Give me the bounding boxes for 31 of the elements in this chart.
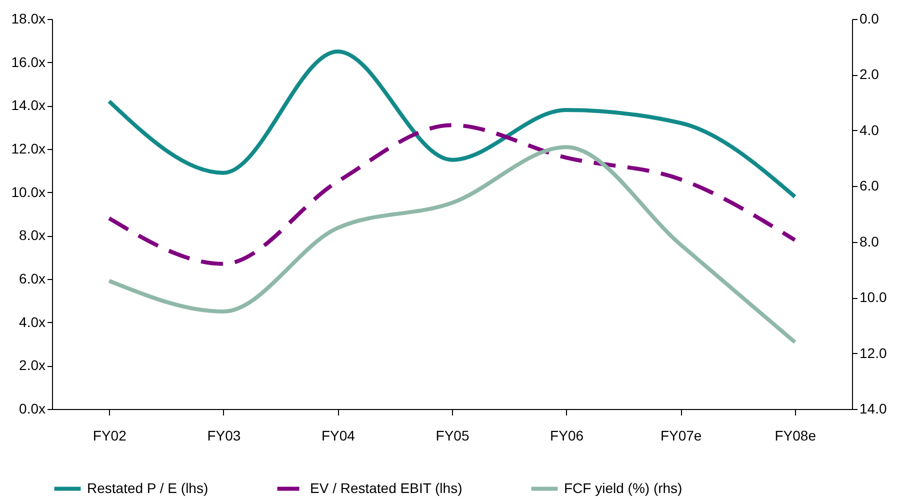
y-tick-label: 18.0x (11, 10, 46, 26)
legend-label: EV / Restated EBIT (lhs) (310, 480, 462, 496)
y2-tick-label: 2.0 (860, 66, 880, 82)
x-tick-label: FY06 (550, 428, 584, 444)
y-tick-label: 0.0x (19, 400, 46, 416)
y-tick-label: 12.0x (11, 140, 46, 156)
x-tick-label: FY08e (774, 428, 816, 444)
y2-tick-label: 14.0 (860, 400, 887, 416)
x-tick-label: FY04 (321, 428, 356, 444)
legend-label: Restated P / E (lhs) (87, 480, 208, 496)
y-tick-label: 10.0x (11, 184, 46, 200)
y-tick-label: 14.0x (11, 97, 46, 114)
line-series (107, 50, 797, 199)
x-tick-label: FY02 (92, 428, 127, 444)
y-tick-label: 8.0x (19, 227, 46, 244)
y-tick-label: 6.0x (19, 270, 46, 286)
y2-tick-label: 8.0 (860, 233, 880, 250)
y-tick-label: 16.0x (11, 54, 46, 70)
y2-tick-label: 12.0 (860, 344, 887, 361)
line-series (107, 145, 797, 344)
y-tick-label: 4.0x (19, 314, 46, 330)
y2-tick-label: 6.0 (860, 178, 880, 194)
line-series (107, 123, 797, 266)
x-tick-label: FY03 (207, 428, 241, 444)
y2-tick-label: 10.0 (860, 289, 887, 306)
x-tick-label: FY07e (660, 428, 702, 444)
y2-tick-label: 0.0 (860, 10, 880, 26)
legend-label: FCF yield (%) (rhs) (564, 480, 682, 496)
y2-tick-label: 4.0 (860, 122, 880, 138)
y-tick-label: 2.0x (19, 357, 46, 374)
x-tick-label: FY05 (436, 428, 470, 444)
